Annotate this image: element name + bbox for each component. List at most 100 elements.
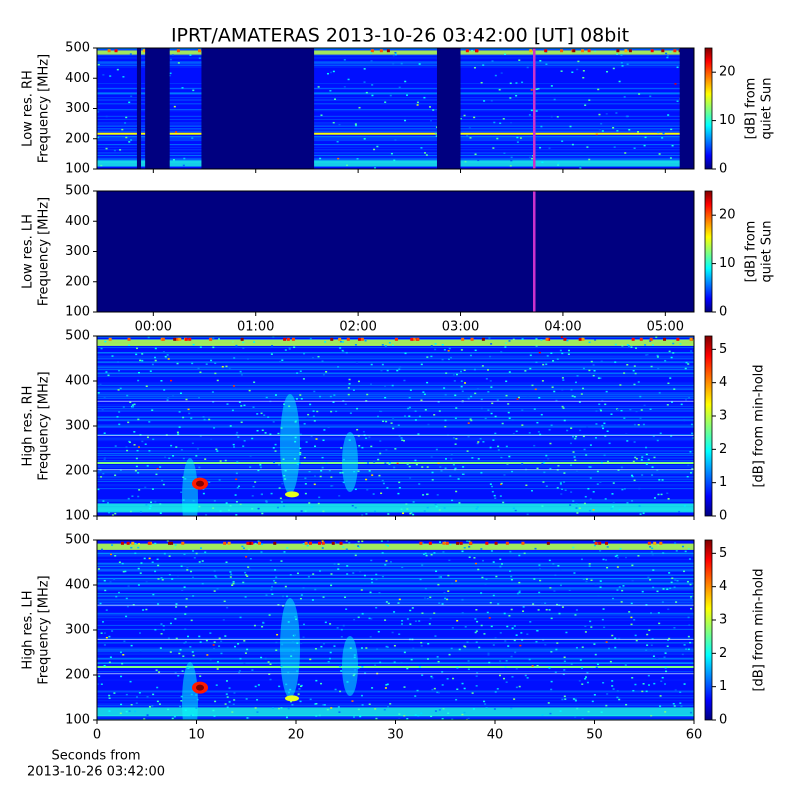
texture xyxy=(666,492,669,495)
texture xyxy=(168,457,171,460)
texture xyxy=(494,432,497,435)
texture xyxy=(545,485,548,487)
texture xyxy=(659,432,662,435)
texture xyxy=(149,505,152,507)
texture xyxy=(516,398,519,400)
texture xyxy=(137,418,140,421)
texture xyxy=(97,600,694,602)
texture xyxy=(300,684,303,687)
texture xyxy=(595,133,598,136)
texture xyxy=(198,635,201,638)
texture xyxy=(570,491,573,493)
texture xyxy=(583,448,586,451)
texture xyxy=(505,660,508,662)
texture xyxy=(146,696,149,698)
texture xyxy=(357,470,360,473)
texture xyxy=(467,435,470,438)
texture xyxy=(374,664,377,667)
texture xyxy=(605,641,608,643)
texture xyxy=(514,509,517,512)
texture xyxy=(531,665,534,667)
texture xyxy=(673,388,676,390)
texture xyxy=(572,49,576,53)
texture xyxy=(691,468,694,470)
texture xyxy=(155,473,158,476)
texture xyxy=(97,122,694,124)
spectrogram xyxy=(97,191,694,312)
texture xyxy=(602,427,605,430)
texture xyxy=(114,474,117,477)
texture xyxy=(366,489,369,491)
texture xyxy=(228,701,231,703)
texture xyxy=(680,705,683,707)
texture xyxy=(97,582,694,584)
texture xyxy=(460,380,463,382)
texture xyxy=(575,435,578,438)
y-tick-label: 200 xyxy=(65,274,90,289)
texture xyxy=(97,57,694,59)
texture xyxy=(137,495,140,498)
texture xyxy=(444,393,447,396)
texture xyxy=(378,592,381,594)
texture xyxy=(365,437,368,440)
texture xyxy=(253,624,256,627)
texture xyxy=(491,485,494,488)
texture xyxy=(639,513,642,515)
texture xyxy=(142,609,145,611)
texture xyxy=(341,341,344,343)
texture xyxy=(446,598,449,601)
texture xyxy=(103,665,106,667)
texture xyxy=(351,504,354,507)
texture xyxy=(505,342,508,344)
y-axis-label: Low res. LH xyxy=(21,214,36,289)
texture xyxy=(245,556,248,558)
texture xyxy=(447,712,450,715)
texture xyxy=(640,459,643,461)
texture xyxy=(490,343,493,345)
texture xyxy=(181,670,184,672)
texture xyxy=(474,392,477,395)
texture xyxy=(570,464,573,466)
texture xyxy=(97,352,694,354)
texture xyxy=(384,619,387,621)
texture xyxy=(690,711,693,714)
texture xyxy=(645,446,648,449)
texture xyxy=(229,571,232,573)
texture xyxy=(240,337,244,341)
texture xyxy=(148,557,151,560)
texture xyxy=(103,432,106,434)
texture xyxy=(97,471,694,473)
texture xyxy=(454,394,457,397)
texture xyxy=(97,157,694,159)
texture xyxy=(145,503,148,506)
texture xyxy=(97,437,694,439)
texture xyxy=(97,49,694,51)
texture xyxy=(380,410,383,413)
texture xyxy=(390,152,393,155)
texture xyxy=(128,101,131,104)
texture xyxy=(261,543,264,545)
texture xyxy=(480,471,483,474)
texture xyxy=(100,683,103,685)
texture xyxy=(466,135,469,137)
texture xyxy=(214,575,217,577)
texture xyxy=(406,718,409,720)
texture xyxy=(97,387,694,389)
texture xyxy=(438,576,441,578)
texture xyxy=(171,717,174,720)
texture xyxy=(588,563,591,565)
texture xyxy=(630,602,633,605)
texture xyxy=(370,52,373,54)
texture xyxy=(212,647,215,650)
texture xyxy=(477,441,480,443)
colorbar-label: quiet Sun xyxy=(760,220,775,282)
texture xyxy=(686,476,689,478)
texture xyxy=(232,703,235,705)
texture xyxy=(533,444,536,447)
texture xyxy=(599,580,602,582)
x-tick-label: 02:00 xyxy=(339,320,376,335)
texture xyxy=(125,136,128,139)
texture xyxy=(541,380,544,382)
texture xyxy=(605,559,608,561)
texture xyxy=(574,381,577,384)
